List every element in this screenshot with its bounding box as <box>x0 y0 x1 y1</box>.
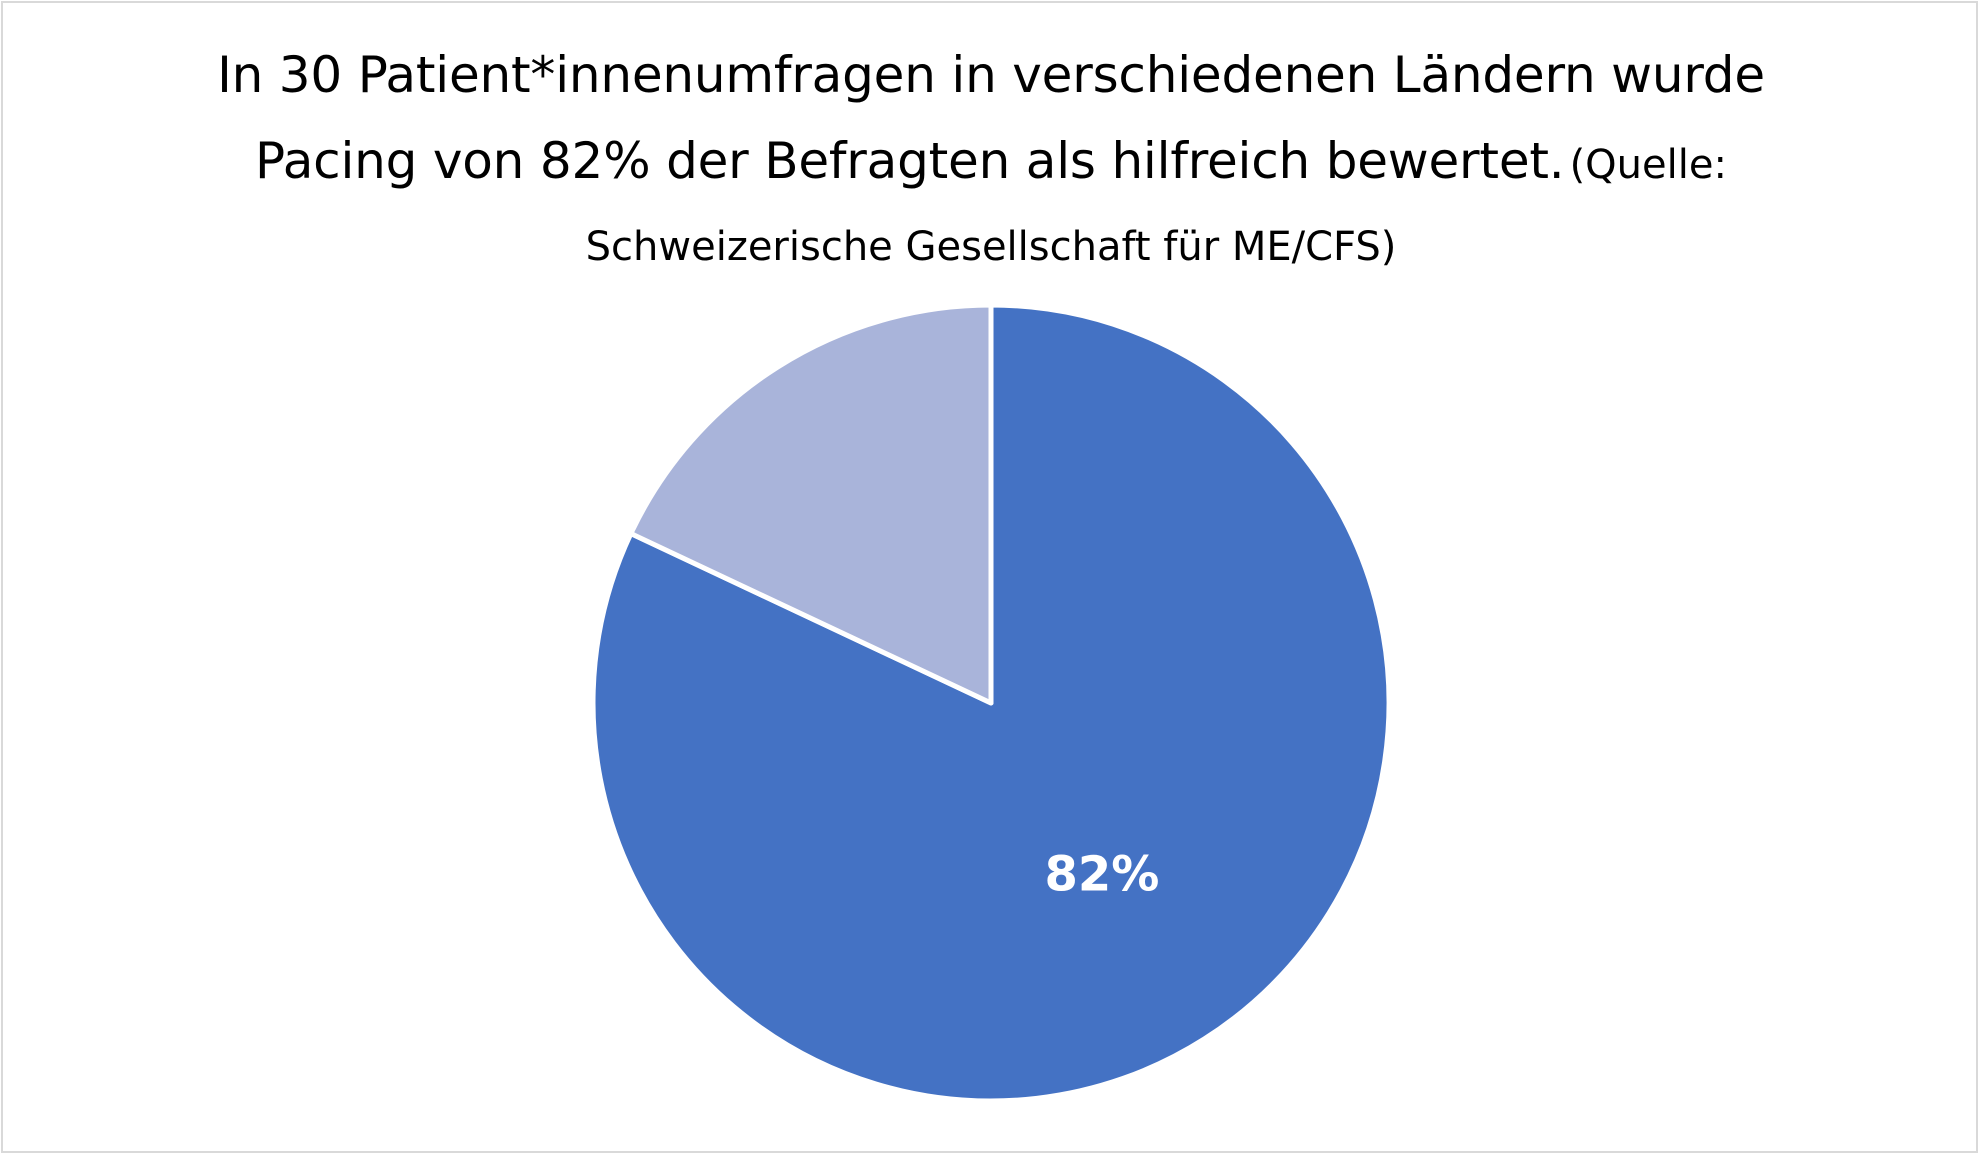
chart-title: In 30 Patient*innenumfragen in verschied… <box>0 38 1982 292</box>
pie-slice-label-0: 82% <box>1044 847 1159 903</box>
pie-slice-1 <box>628 302 994 706</box>
chart-title-line-1: In 30 Patient*innenumfragen in verschied… <box>217 46 1765 104</box>
chart-title-line-2: Pacing von 82% der Befragten als hilfrei… <box>255 132 1727 190</box>
chart-title-line-3: Schweizerische Gesellschaft für ME/CFS) <box>585 224 1397 270</box>
